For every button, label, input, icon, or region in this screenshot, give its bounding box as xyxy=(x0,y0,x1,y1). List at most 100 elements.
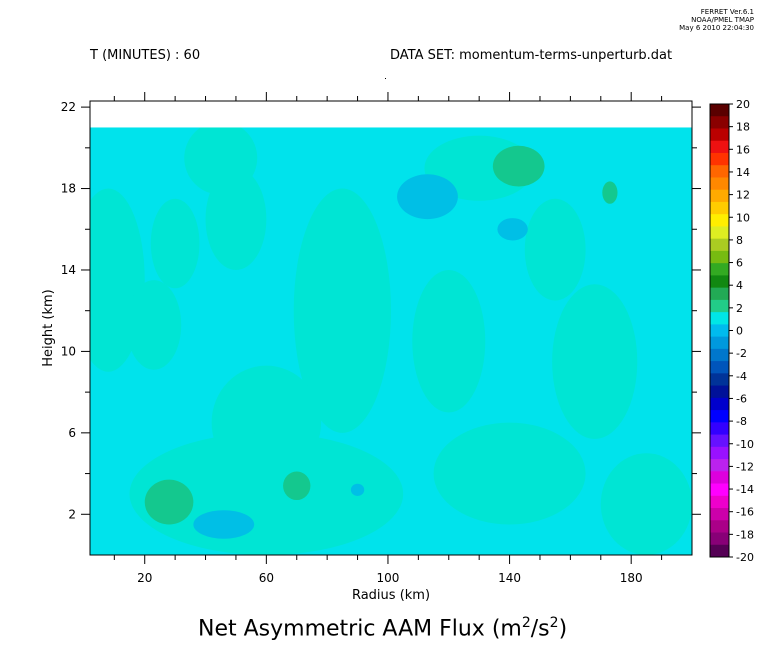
colorbar-label: 0 xyxy=(736,325,743,338)
colorbar-swatch xyxy=(710,165,729,178)
colorbar-swatch xyxy=(710,177,729,191)
colorbar-swatch xyxy=(710,495,729,509)
colorbar-swatch xyxy=(710,104,729,117)
colorbar-label: -16 xyxy=(736,506,754,519)
y-tick-label: 2 xyxy=(68,507,76,521)
time-label: T (MINUTES) : 60 xyxy=(90,48,201,63)
colorbar-swatch xyxy=(710,263,729,276)
colorbar-label: 4 xyxy=(736,279,743,292)
colorbar-label: 18 xyxy=(736,121,750,134)
colorbar-label: 10 xyxy=(736,211,750,224)
colorbar-swatch xyxy=(710,385,729,399)
colorbar-swatch xyxy=(710,189,729,203)
colorbar-label: 12 xyxy=(736,189,750,202)
colorbar-swatch xyxy=(710,214,729,227)
colorbar-swatch xyxy=(710,336,729,350)
y-tick-label: 22 xyxy=(61,100,76,114)
dataset-label: DATA SET: momentum-terms-unperturb.dat xyxy=(390,48,673,63)
colorbar-swatch xyxy=(710,446,729,460)
colorbar-swatch xyxy=(710,116,729,129)
colorbar-swatch xyxy=(710,287,729,301)
contour-region-level-2 xyxy=(492,145,545,187)
colorbar-swatch xyxy=(710,520,729,534)
colorbar-swatch xyxy=(710,312,729,325)
contour-region-level-0 xyxy=(433,422,586,525)
x-tick-label: 60 xyxy=(259,571,274,585)
x-tick-label: 140 xyxy=(498,571,521,585)
colorbar-swatch xyxy=(710,508,729,521)
colorbar-label: -4 xyxy=(736,370,747,383)
contour-region-level-0 xyxy=(412,269,486,413)
stamp-line-3: May 6 2010 22:04:30 xyxy=(679,24,754,32)
contour-region-level-0 xyxy=(524,198,586,301)
contour-region-level-0 xyxy=(293,188,392,433)
colorbar-label: 8 xyxy=(736,234,743,247)
y-tick-label: 18 xyxy=(61,182,76,196)
title-end: ) xyxy=(558,616,568,642)
colorbar-swatch xyxy=(710,152,729,166)
y-axis-label: Height (km) xyxy=(41,289,56,366)
colorbar-label: 14 xyxy=(736,166,750,179)
stamp-line-1: FERRET Ver.6.1 xyxy=(700,8,754,16)
colorbar-label: -14 xyxy=(736,483,754,496)
contour-region-level--2 xyxy=(350,483,365,496)
ferret-stamp: FERRET Ver.6.1 NOAA/PMEL TMAP May 6 2010… xyxy=(679,8,754,32)
contour-region-level-0 xyxy=(552,284,638,439)
colorbar-label: 16 xyxy=(736,143,750,156)
colorbar-swatch xyxy=(710,128,729,142)
contour-region-level-0 xyxy=(150,198,200,289)
stamp-line-2: NOAA/PMEL TMAP xyxy=(691,16,754,24)
colorbar-label: -10 xyxy=(736,438,754,451)
x-tick-label: 20 xyxy=(137,571,152,585)
colorbar-swatch xyxy=(710,140,729,154)
colorbar-swatch xyxy=(710,397,729,411)
x-tick-label: 100 xyxy=(377,571,400,585)
y-tick-label: 10 xyxy=(61,344,76,358)
colorbar-label: -20 xyxy=(736,551,754,564)
colorbar-swatch xyxy=(710,471,729,485)
colorbar-swatch xyxy=(710,483,729,497)
colorbar-swatch xyxy=(710,361,729,374)
colorbar-swatch xyxy=(710,544,729,558)
colorbar-swatch xyxy=(710,324,729,338)
x-tick-label: 180 xyxy=(620,571,643,585)
contour-region-level-2 xyxy=(144,479,194,525)
title-mid: /s xyxy=(530,616,550,642)
contour-region-level-2 xyxy=(283,471,311,501)
y-tick-label: 6 xyxy=(68,426,76,440)
colorbar-swatch xyxy=(710,459,729,472)
title-main: Net Asymmetric AAM Flux (m xyxy=(198,616,522,642)
colorbar-label: -12 xyxy=(736,460,754,473)
contour-region-level--2 xyxy=(497,218,528,241)
contour-region-level--2 xyxy=(397,174,458,220)
colorbar-swatch xyxy=(710,201,729,215)
colorbar-label: 2 xyxy=(736,302,743,315)
colorbar-swatch xyxy=(710,348,729,362)
colorbar-label: -6 xyxy=(736,392,747,405)
colorbar-swatch xyxy=(710,410,729,423)
colorbar-label: -8 xyxy=(736,415,747,428)
plot-frame xyxy=(89,100,693,556)
contour-region-level-2 xyxy=(602,181,618,204)
title-sup-1: 2 xyxy=(521,615,531,631)
colorbar-swatch xyxy=(710,422,729,436)
colorbar-swatch xyxy=(710,299,729,313)
chart-title: Net Asymmetric AAM Flux (m2/s2) xyxy=(198,615,567,641)
contour-regions xyxy=(90,127,692,555)
x-axis-label: Radius (km) xyxy=(352,588,430,603)
colorbar-swatch xyxy=(710,238,729,252)
header-dot xyxy=(385,78,386,79)
contour-region-level-0 xyxy=(205,168,267,270)
contour-region-level-0 xyxy=(126,280,182,370)
colorbar-label: -2 xyxy=(736,347,747,360)
colorbar-label: -18 xyxy=(736,528,754,541)
colorbar-label: 6 xyxy=(736,257,743,270)
colorbar-swatch xyxy=(710,275,729,289)
colorbar-swatch xyxy=(710,373,729,387)
colorbar-label: 20 xyxy=(736,98,750,111)
title-sup-2: 2 xyxy=(549,615,559,631)
contour-region-level--2 xyxy=(193,510,255,539)
colorbar-swatch xyxy=(710,250,729,264)
contour-region-level-0 xyxy=(600,453,692,555)
